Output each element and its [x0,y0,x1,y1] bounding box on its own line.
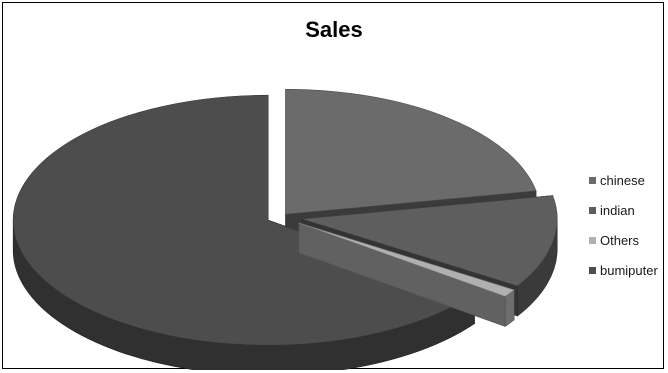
legend-item-chinese: chinese [589,173,658,195]
legend-swatch [589,207,596,215]
chart-title: Sales [305,17,363,42]
slice-others [298,222,515,327]
legend-swatch [589,267,596,275]
legend-label: chinese [600,173,645,188]
slice-indian-top [302,195,558,287]
legend-swatch [589,177,596,185]
legend-item-bumiputera: bumiputer [589,263,658,285]
slice-bumiputera-top [12,94,476,346]
legend-item-others: Others [589,233,658,255]
chart-frame: Sales chinese indian Others bumiputer [2,2,664,370]
legend-label: indian [600,203,635,218]
pie-chart-plot [12,88,558,370]
legend-label: bumiputer [600,263,658,278]
chart-legend: chinese indian Others bumiputer [589,173,658,293]
slice-others-top [298,222,515,297]
legend-item-indian: indian [589,203,658,225]
legend-swatch [589,237,596,245]
slice-chinese-top [285,88,537,215]
legend-label: Others [600,233,640,248]
